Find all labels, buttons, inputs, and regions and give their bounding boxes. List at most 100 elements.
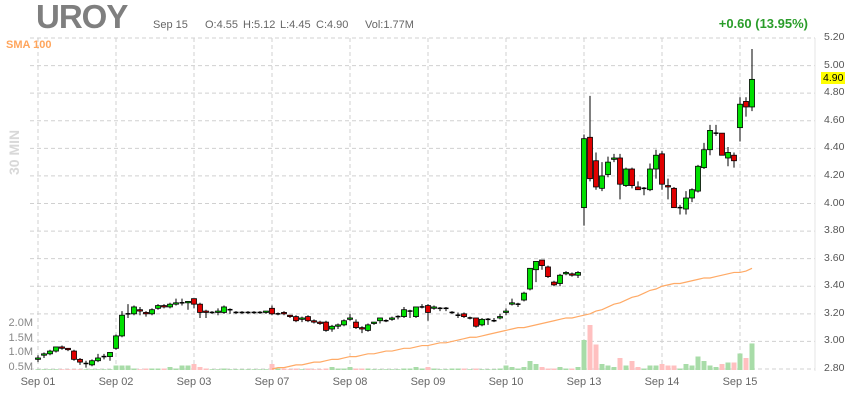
volume-bar bbox=[179, 365, 185, 370]
volume-bar bbox=[221, 368, 227, 370]
candle-body bbox=[587, 136, 593, 180]
volume-bar bbox=[173, 368, 179, 370]
date-tick-label: Sep 10 bbox=[488, 376, 524, 388]
sma-100-line bbox=[271, 267, 753, 370]
date-tick-label: Sep 15 bbox=[722, 376, 758, 388]
candle-body bbox=[197, 303, 203, 313]
volume-bar bbox=[209, 369, 215, 370]
candle-body bbox=[143, 312, 149, 315]
volume-bar bbox=[581, 340, 587, 370]
volume-bar bbox=[479, 369, 485, 370]
low-value: L:4.45 bbox=[280, 19, 311, 31]
volume-bar bbox=[419, 368, 425, 370]
price-tick-label: 4.00 bbox=[824, 196, 845, 209]
date-tick-label: Sep 07 bbox=[254, 376, 290, 388]
last-price-marker: 4.90 bbox=[821, 72, 846, 85]
volume-bar bbox=[197, 367, 203, 370]
volume-bar bbox=[677, 368, 683, 370]
volume-bar bbox=[707, 365, 713, 370]
volume-bar bbox=[395, 369, 401, 370]
candle-body bbox=[659, 153, 665, 185]
candle-body bbox=[731, 154, 737, 162]
candle-body bbox=[623, 168, 629, 186]
volume-bar bbox=[107, 369, 113, 370]
candle-body bbox=[497, 316, 503, 319]
volume-bar bbox=[533, 364, 539, 370]
candle-body bbox=[743, 101, 749, 108]
volume-bar bbox=[161, 368, 167, 370]
volume-bar bbox=[749, 343, 755, 370]
volume-bar bbox=[125, 365, 131, 370]
volume-bar bbox=[365, 368, 371, 370]
candle-body bbox=[365, 324, 371, 331]
high-value: H:5.12 bbox=[243, 19, 276, 31]
candle-body bbox=[425, 305, 431, 313]
price-tick-label: 4.20 bbox=[824, 168, 845, 181]
candle-body bbox=[155, 305, 161, 309]
volume-bar bbox=[341, 368, 347, 370]
candle-body bbox=[53, 346, 59, 352]
price-tick-label: 2.80 bbox=[824, 362, 845, 374]
volume-bar bbox=[149, 368, 155, 370]
candle-body bbox=[341, 320, 347, 326]
volume-bar bbox=[449, 368, 455, 370]
candle-body bbox=[545, 266, 551, 277]
price-tick-label: 4.40 bbox=[824, 141, 845, 154]
volume-bar bbox=[701, 361, 707, 370]
candle-body bbox=[281, 312, 287, 315]
volume-bar bbox=[467, 369, 473, 370]
candle-body bbox=[107, 352, 113, 357]
date-tick-label: Sep 08 bbox=[332, 376, 368, 388]
volume-bar bbox=[629, 361, 635, 370]
volume-bar bbox=[353, 368, 359, 370]
volume-bar bbox=[473, 368, 479, 370]
candle-body bbox=[95, 357, 101, 362]
candle-body bbox=[581, 138, 587, 209]
volume-bar bbox=[233, 369, 239, 370]
volume-bar bbox=[137, 369, 143, 370]
volume-bar bbox=[725, 362, 731, 370]
volume-bar bbox=[65, 369, 71, 370]
candle-body bbox=[161, 305, 167, 308]
volume-bar bbox=[191, 364, 197, 370]
candle-body bbox=[359, 327, 365, 330]
volume-bar bbox=[89, 369, 95, 370]
volume-bar bbox=[587, 325, 593, 370]
volume-bar bbox=[665, 365, 671, 370]
volume-bar bbox=[311, 369, 317, 370]
candle-body bbox=[329, 325, 335, 330]
volume-bar bbox=[539, 367, 545, 370]
volume-bar bbox=[155, 368, 161, 370]
volume-bar bbox=[443, 369, 449, 370]
price-tick-label: 3.00 bbox=[824, 334, 845, 347]
candle-body bbox=[593, 160, 599, 188]
price-tick-label: 3.40 bbox=[824, 279, 845, 292]
candle-body bbox=[77, 358, 83, 363]
candles bbox=[35, 49, 755, 368]
volume-bar bbox=[53, 369, 59, 370]
volume-bar bbox=[617, 358, 623, 370]
candle-body bbox=[671, 187, 677, 209]
candle-body bbox=[473, 317, 479, 327]
volume-bar bbox=[455, 368, 461, 370]
volume-bar bbox=[245, 369, 251, 370]
candle-body bbox=[119, 314, 125, 337]
volume-bar bbox=[563, 368, 569, 370]
volume-bars bbox=[35, 325, 755, 370]
volume-bar bbox=[329, 367, 335, 370]
volume-bar bbox=[611, 367, 617, 370]
volume-bar bbox=[593, 344, 599, 370]
candle-body bbox=[605, 161, 611, 175]
candle-body bbox=[371, 321, 377, 324]
volume-bar bbox=[503, 365, 509, 370]
volume-bar bbox=[317, 369, 323, 370]
volume-bar bbox=[551, 368, 557, 370]
price-tick-label: 3.60 bbox=[824, 251, 845, 264]
candle-body bbox=[173, 302, 179, 305]
candle-body bbox=[311, 320, 317, 323]
candle-body bbox=[539, 259, 545, 266]
candle-body bbox=[185, 301, 191, 304]
volume-bar bbox=[401, 368, 407, 370]
volume-bar bbox=[95, 369, 101, 370]
